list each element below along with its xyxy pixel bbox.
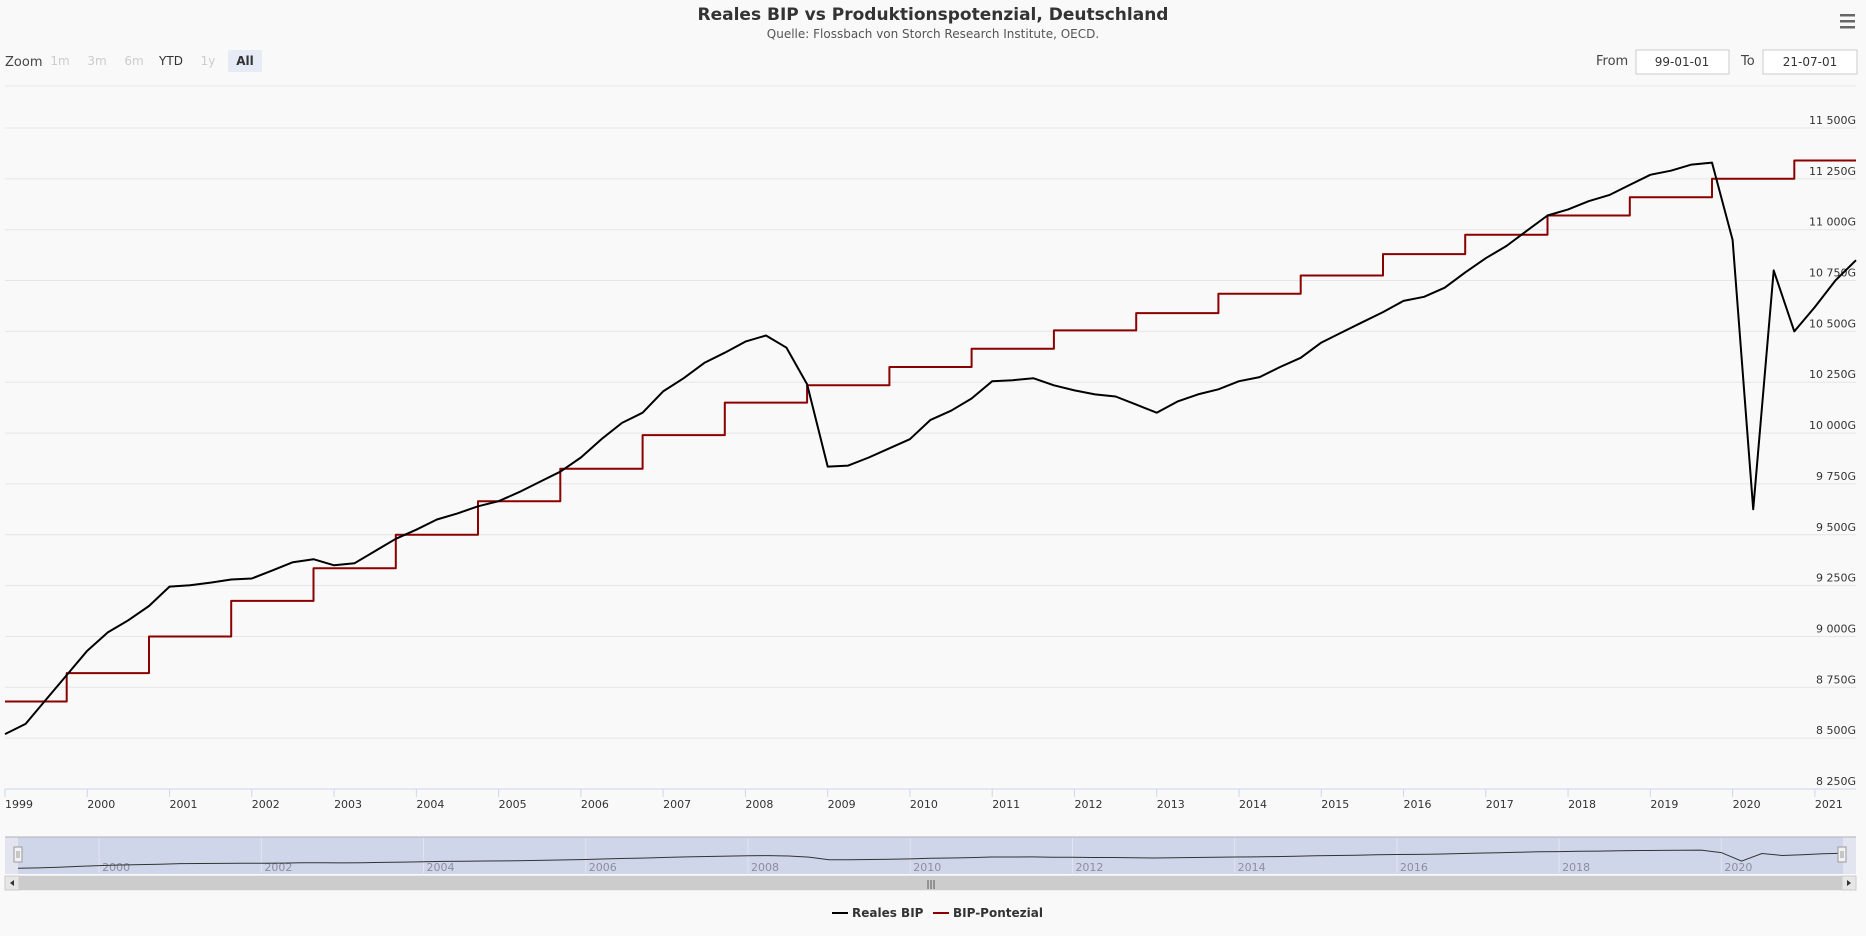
x-tick-label: 1999 [5,798,33,811]
navigator-label: 2010 [913,861,941,874]
x-tick-label: 2021 [1815,798,1843,811]
x-tick-label: 2012 [1074,798,1102,811]
navigator-label: 2002 [264,861,292,874]
y-tick-label: 10 000G [1809,419,1856,432]
x-tick-label: 2015 [1321,798,1349,811]
to-label: To [1740,54,1755,69]
x-tick-label: 2006 [581,798,609,811]
x-tick-label: 2013 [1157,798,1185,811]
y-tick-label: 8 500G [1816,724,1856,737]
zoom-button-label: 1m [50,54,69,68]
x-tick-label: 2018 [1568,798,1596,811]
x-tick-label: 2002 [252,798,280,811]
zoom-button-1m[interactable]: 1m [50,54,69,68]
navigator-label: 2006 [589,861,617,874]
series-layer [4,159,1857,735]
navigator-label: 2012 [1075,861,1103,874]
y-axis-labels: 8 250G 8 500G 8 750G 9 000G 9 250G 9 500G 9 75… [1809,114,1856,788]
x-tick-label: 2001 [170,798,198,811]
zoom-button-label: 3m [87,54,106,68]
y-tick-label: 10 250G [1809,368,1856,381]
zoom-button-label: 1y [201,54,216,68]
zoom-buttons: 1m 3m 6m YTD 1y All [50,50,262,72]
grid-lines [5,127,1856,790]
chart-subtitle: Quelle: Flossbach von Storch Research In… [767,27,1099,41]
legend-label: BIP-Pontezial [953,906,1043,920]
x-tick-label: 2014 [1239,798,1267,811]
zoom-button-label: 6m [124,54,143,68]
y-tick-label: 8 750G [1816,673,1856,686]
zoom-button-6m[interactable]: 6m [124,54,143,68]
x-tick-label: 2000 [87,798,115,811]
x-tick-label: 2020 [1733,798,1761,811]
series-line-bip-pontezial[interactable] [5,159,1856,703]
series-line-reales-bip[interactable] [4,161,1857,735]
scrollbar-grip: ||| [926,880,935,890]
x-tick-label: 2010 [910,798,938,811]
chart-title: Reales BIP vs Produktionspotenzial, Deut… [698,5,1169,25]
zoom-label: Zoom [5,55,42,70]
navigator-label: 2018 [1562,861,1590,874]
zoom-button-1y[interactable]: 1y [201,54,216,68]
navigator-series [17,849,1844,869]
legend-item-bip-pontezial[interactable]: BIP-Pontezial [933,906,1043,920]
navigator-label: 2020 [1724,861,1752,874]
y-tick-label: 11 500G [1809,114,1856,127]
y-tick-label: 10 750G [1809,267,1856,280]
y-tick-label: 9 500G [1816,521,1856,534]
zoom-button-3m[interactable]: 3m [87,54,106,68]
x-axis-ticks: 1999 2000 2001 2002 2003 2004 2005 2006 2007 2008… [4,789,1843,811]
x-tick-label: 2008 [745,798,773,811]
y-tick-label: 9 250G [1816,572,1856,585]
navigator-label: 2000 [102,861,130,874]
scrollbar-thumb[interactable] [19,876,1842,890]
navigator-label: 2004 [427,861,455,874]
x-tick-label: 2007 [663,798,691,811]
legend-label: Reales BIP [852,906,924,920]
y-tick-label: 9 000G [1816,622,1856,635]
to-input[interactable]: 21-07-01 [1762,49,1858,75]
x-tick-label: 2003 [334,798,362,811]
x-tick-label: 2016 [1404,798,1432,811]
y-tick-label: 10 500G [1809,317,1856,330]
y-tick-label: 11 000G [1809,216,1856,229]
navigator-label: 2014 [1238,861,1266,874]
navigator-label: 2016 [1400,861,1428,874]
zoom-button-label: YTD [158,54,183,68]
from-label: From [1596,54,1628,69]
navigator-labels: 2000 2002 2004 2006 2008 2010 2012 2014 2016 2018… [102,861,1752,874]
zoom-button-label: All [236,54,254,68]
x-tick-label: 2017 [1486,798,1514,811]
hamburger-menu-icon[interactable] [1836,12,1860,32]
y-tick-label: 11 250G [1809,165,1856,178]
navigator-label: 2008 [751,861,779,874]
y-tick-label: 9 750G [1816,470,1856,483]
scrollbar-left-arrow[interactable] [4,875,20,891]
x-tick-label: 2005 [499,798,527,811]
navigator-handle-left[interactable] [13,846,23,863]
from-input-value: 99-01-01 [1655,55,1709,69]
x-tick-label: 2009 [828,798,856,811]
legend-item-reales-bip[interactable]: Reales BIP [832,906,924,920]
x-tick-label: 2004 [416,798,444,811]
y-tick-label: 8 250G [1816,775,1856,788]
scrollbar[interactable]: ||| [4,875,1857,891]
x-tick-label: 2019 [1650,798,1678,811]
from-input[interactable]: 99-01-01 [1635,49,1730,75]
navigator-handle-right[interactable] [1837,846,1847,863]
x-tick-label: 2011 [992,798,1020,811]
navigator-mask [18,837,1843,874]
zoom-button-all[interactable]: All [228,50,262,72]
scrollbar-right-arrow[interactable] [1841,875,1857,891]
zoom-button-ytd[interactable]: YTD [158,54,183,68]
legend: Reales BIP BIP-Pontezial [832,906,1043,920]
to-input-value: 21-07-01 [1783,55,1837,69]
navigator[interactable]: 2000 2002 2004 2006 2008 2010 2012 2014 2016 2018… [5,836,1856,874]
